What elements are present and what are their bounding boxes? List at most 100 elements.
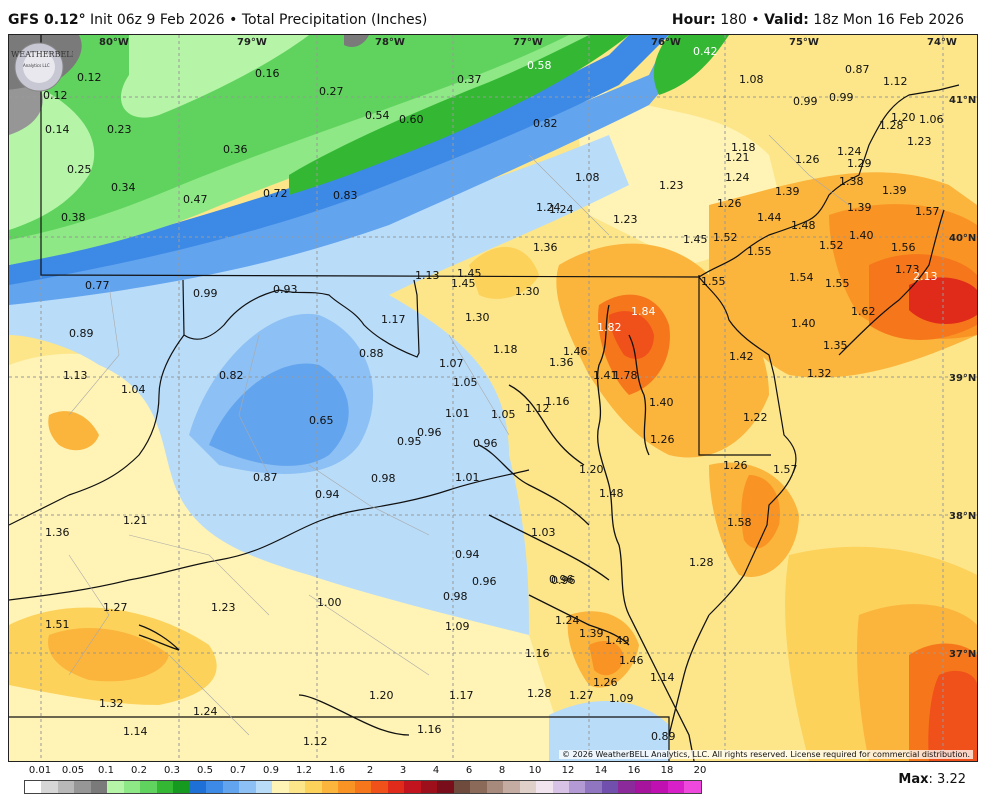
precip-value: 0.16 [255,67,280,80]
legend-tick: 1.2 [296,765,312,776]
precip-value: 1.56 [891,241,916,254]
precip-value: 0.25 [67,163,92,176]
hour-value: 180 [720,12,747,28]
precip-value: 1.41 [593,369,618,382]
precip-value: 0.98 [371,472,396,485]
precip-value: 0.14 [45,123,70,136]
lat-label: 40°N [949,233,976,244]
valid-time-header: Hour: 180 • Valid: 18z Mon 16 Feb 2026 [671,12,964,28]
precip-value: 1.23 [613,213,638,226]
hour-label: Hour: [671,12,716,28]
precip-value: 1.20 [369,689,394,702]
legend-tick: 18 [660,765,674,776]
lat-label: 37°N [949,649,976,660]
precip-value: 1.36 [549,356,574,369]
precip-value: 1.44 [757,211,782,224]
green-zone-dark [289,35,629,195]
precip-value: 1.16 [525,647,550,660]
precip-value: 0.87 [253,471,278,484]
coordinate-labels: 80°W 79°W 78°W 77°W 76°W 75°W 74°W 41°N … [99,37,976,660]
lat-label: 39°N [949,373,976,384]
precip-value: 1.08 [575,171,600,184]
legend-swatch [470,781,487,793]
legend-tick: 12 [561,765,575,776]
precip-value: 1.27 [103,601,128,614]
precip-value: 0.96 [473,437,498,450]
legend-swatch [354,781,372,793]
precip-value: 0.27 [319,85,344,98]
precip-value: 1.39 [775,185,800,198]
lat-label: 38°N [949,511,976,522]
legend-swatch [206,781,223,793]
precip-value: 1.26 [723,459,748,472]
map-canvas: 80°W 79°W 78°W 77°W 76°W 75°W 74°W 41°N … [9,35,977,761]
legend-swatch [371,781,388,793]
weatherbell-logo: WEATHERBELL Analytics LLC [11,42,73,92]
orange-zone-delmarva-inner [741,475,780,549]
legend-tick: 6 [465,765,473,776]
precip-value: 1.39 [579,627,604,640]
precip-value: 1.48 [791,219,816,232]
precip-value: 1.20 [891,111,916,124]
precip-value: 0.87 [845,63,870,76]
precip-value: 1.46 [619,654,644,667]
precip-value: 1.00 [317,596,342,609]
legend-swatch [321,781,339,793]
legend-swatch [420,781,438,793]
precip-value: 1.23 [907,135,932,148]
precip-value: 1.30 [465,311,490,324]
precip-value: 0.89 [651,730,676,743]
county-lines [68,134,850,736]
legend-tick-labels: 0.01 0.05 0.1 0.2 0.3 0.5 0.7 0.9 1.2 1.6 2 3 4 6 8 10 1… [24,765,707,779]
legend-swatch [140,781,157,793]
legend-tick: 3 [399,765,407,776]
red-zone-md [609,311,654,359]
precip-value: 0.82 [219,369,244,382]
precip-value: 0.60 [399,113,424,126]
precip-value: 1.24 [549,203,574,216]
precip-value: 0.94 [455,548,480,561]
legend-swatch [189,781,207,793]
precip-value: 0.77 [85,279,110,292]
state-borders [9,35,960,761]
precip-value: 1.13 [63,369,88,382]
precip-value: 1.28 [527,687,552,700]
precip-value: 1.40 [849,229,874,242]
legend-swatch [404,781,421,793]
legend-tick: 0.7 [230,765,246,776]
precip-value: 1.32 [99,697,124,710]
precip-value: 0.93 [273,283,298,296]
svg-text:Analytics LLC: Analytics LLC [23,63,50,68]
precip-value: 1.26 [593,676,618,689]
grey-zone-3 [344,35,369,47]
precip-value: 1.24 [725,171,750,184]
precip-value: 0.96 [472,575,497,588]
precip-value: 1.17 [449,689,474,702]
precip-value: 1.40 [649,396,674,409]
precip-value: 1.39 [882,184,907,197]
precip-value: 1.29 [847,157,872,170]
precip-value: 1.26 [717,197,742,210]
legend-swatch [239,781,256,793]
precip-value: 0.65 [309,414,334,427]
orange-zone-sw-inner [48,627,169,682]
precip-value: 1.57 [773,463,798,476]
precip-value: 1.36 [533,241,558,254]
precip-value: 0.58 [527,59,552,72]
precip-value: 1.73 [895,263,920,276]
precip-value: 1.20 [579,463,604,476]
precip-value: 1.17 [381,313,406,326]
precip-value: 0.72 [263,187,288,200]
precip-value: 1.09 [609,692,634,705]
legend-swatch [651,781,668,793]
precip-value: 1.12 [525,402,550,415]
legend-swatch [536,781,553,793]
legend-swatch [25,781,42,793]
precipitation-map[interactable]: 80°W 79°W 78°W 77°W 76°W 75°W 74°W 41°N … [8,34,978,762]
precip-value: 0.83 [333,189,358,202]
precip-value: 1.24 [536,201,561,214]
precip-value: 1.52 [819,239,844,252]
legend-swatch [486,781,504,793]
precip-value: 1.16 [545,395,570,408]
precip-value: 0.95 [397,435,422,448]
